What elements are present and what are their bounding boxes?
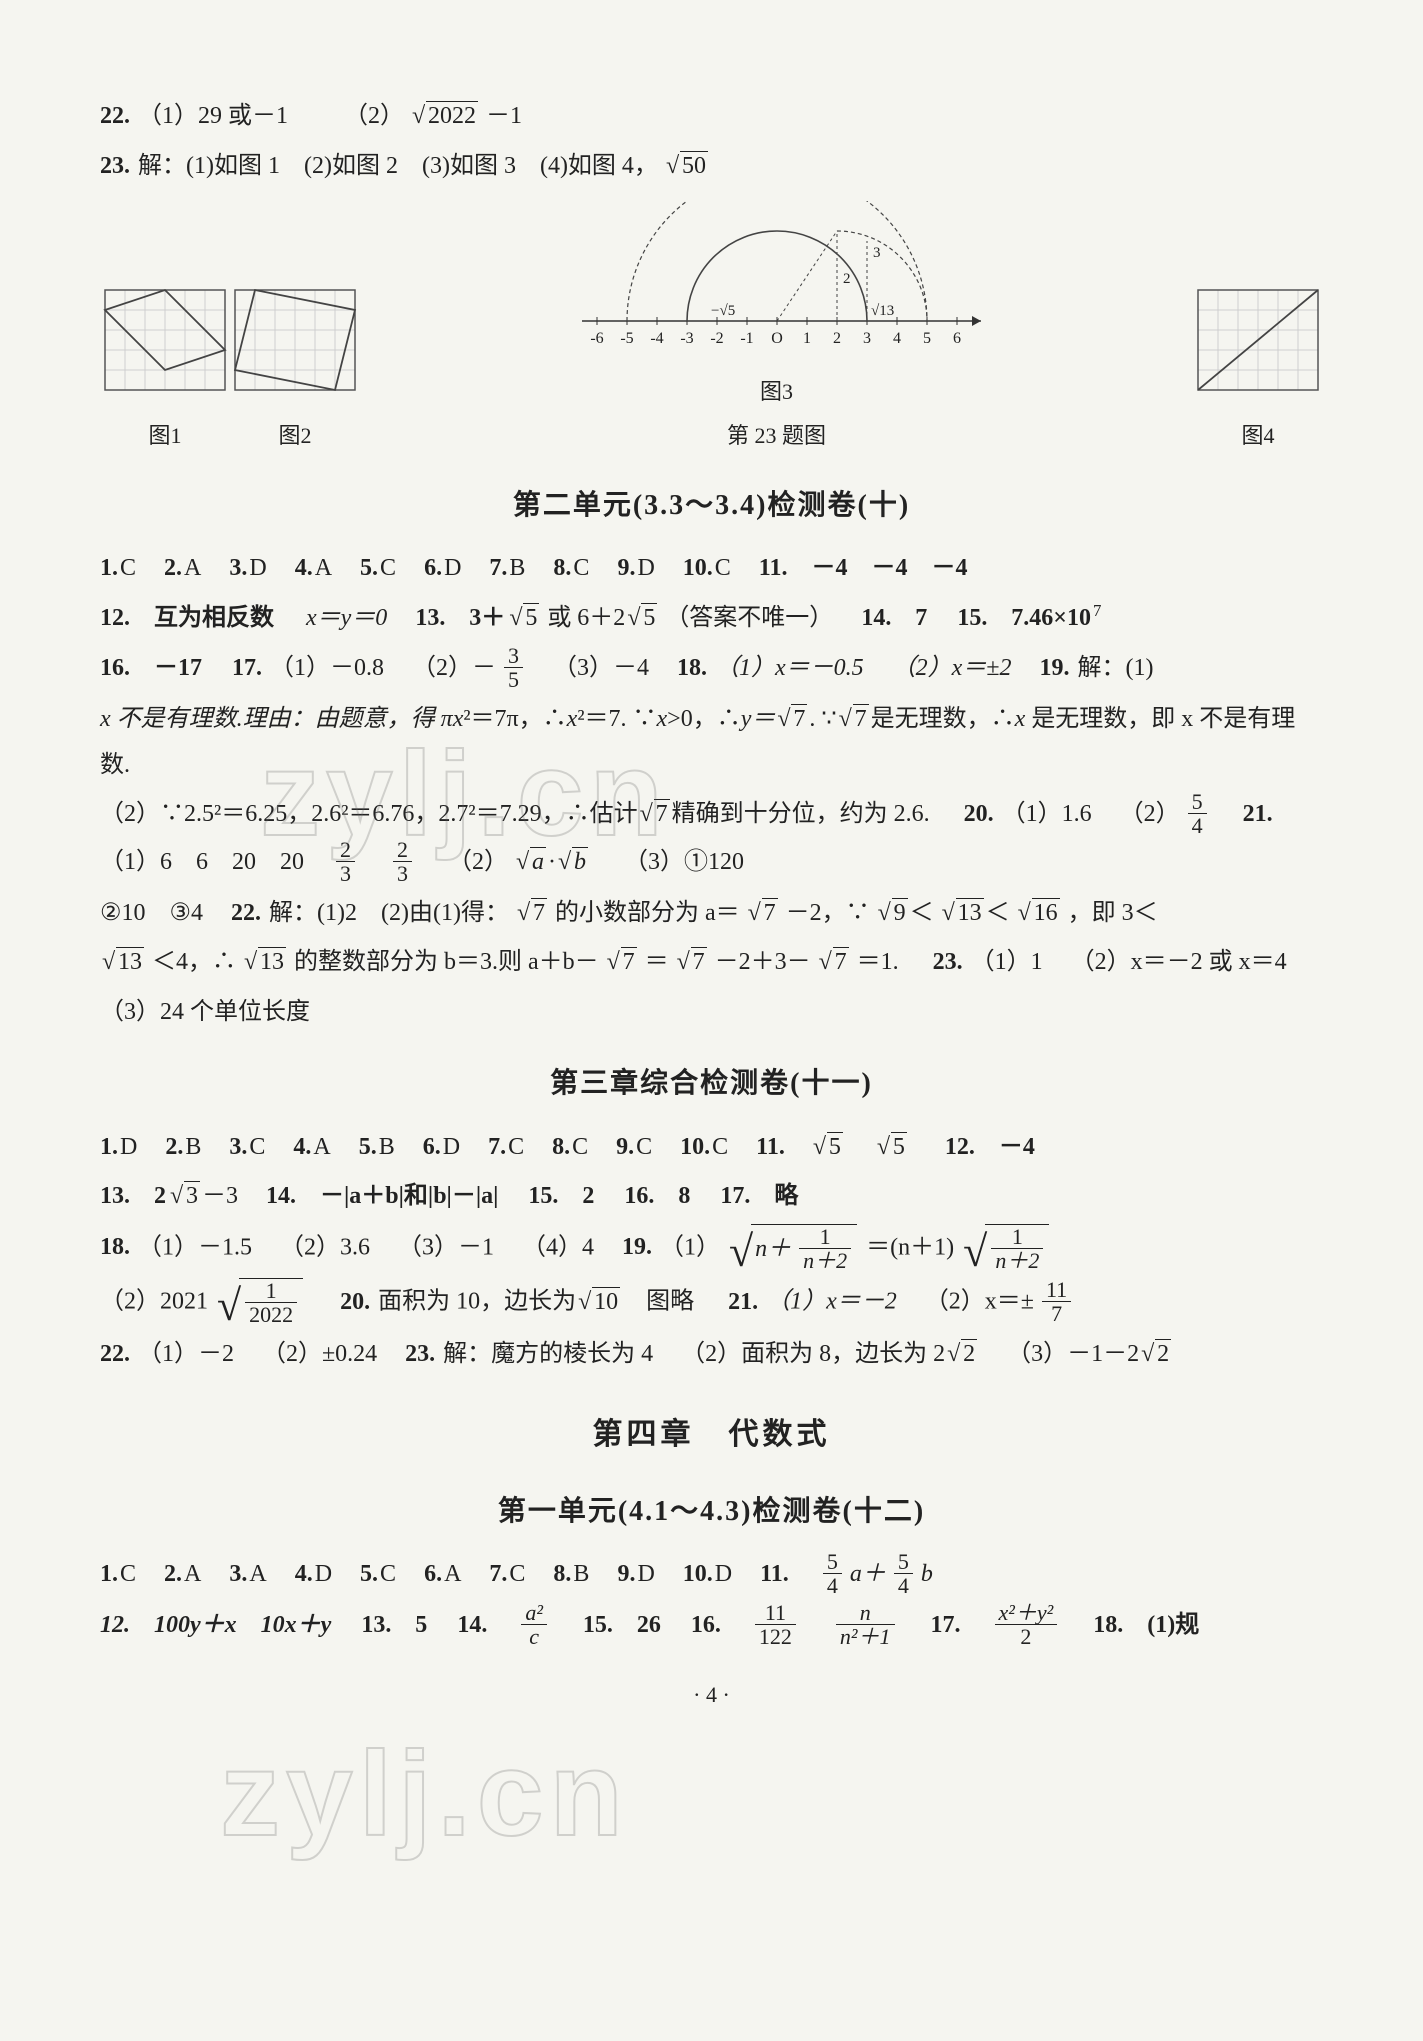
svg-text:5: 5: [923, 330, 931, 347]
sec10-mc-line: 1.C 2.A 3.D 4.A 5.C 6.D 7.B 8.C 9.D 10.C…: [100, 546, 1323, 592]
sqrt-2022: 2022: [412, 94, 478, 140]
fig3-sub: 第 23 题图: [360, 415, 1193, 457]
svg-text:-3: -3: [680, 330, 693, 347]
svg-text:-2: -2: [710, 330, 723, 347]
fig3-cell: -6 -5 -4 -3 -2 -1 O 1 2 3 4 5 6 −√5 √13 2 3 图3 第 23 题图: [360, 201, 1193, 456]
svg-text:−√5: −√5: [711, 303, 735, 319]
figure-row: 图1 图2 -6 -5 -4 -3 -2 -1 O 1 2 3 4 5 6 −√5 √13 2 3 图3 第 2…: [100, 201, 1323, 456]
q23-lead: 解：(1)如图 1 (2)如图 2 (3)如图 3 (4)如图 4，: [138, 153, 658, 179]
sqrt-big-2: √ 1n＋2: [963, 1224, 1049, 1274]
sec10-q21-q22: ②10 ③4 22. 解：(1)2 (2)由(1)得： 7 的小数部分为 a＝ …: [100, 891, 1323, 937]
sec10-q19-body2: （2）∵2.5²＝6.25，2.6²＝6.76，2.7²＝7.29，∴估计7精确…: [100, 792, 1323, 886]
sec10-q11: 11. －4 －4 －4: [759, 555, 968, 581]
sec10-title: 第二单元(3.3～3.4)检测卷(十): [100, 479, 1323, 532]
svg-text:2: 2: [843, 271, 851, 287]
page-number: · 4 ·: [100, 1674, 1323, 1716]
fig4-cell: 图4: [1193, 285, 1323, 457]
sec11-19p2-21: （2）2021 √ 12022 20. 面积为 10，边长为10 图略 21. …: [100, 1278, 1323, 1328]
svg-text:-6: -6: [590, 330, 603, 347]
sec10-q19-body1: x 不是有理数.理由：由题意，得 πx²＝7π，∴x²＝7. ∵x>0，∴y＝7…: [100, 697, 1323, 788]
q22-p1: （1）29 或－1: [138, 103, 288, 129]
fig2-svg: [230, 285, 360, 395]
q22-p2a: （2）: [344, 103, 404, 129]
sec11-22-23: 22. （1）－2 （2）±0.24 23. 解：魔方的棱长为 4 （2）面积为…: [100, 1332, 1323, 1378]
sec10-q23b-line2: （3）24 个单位长度: [100, 990, 1323, 1036]
sec11-title: 第三章综合检测卷(十一): [100, 1057, 1323, 1110]
sec11-13-17: 13. 23－3 14. －|a＋b|和|b|－|a| 15. 2 16. 8 …: [100, 1174, 1323, 1220]
fig1-cell: 图1: [100, 285, 230, 457]
fig3-svg: -6 -5 -4 -3 -2 -1 O 1 2 3 4 5 6 −√5 √13 2 3: [547, 201, 1007, 351]
fig4-caption: 图4: [1193, 415, 1323, 457]
sec11-mc: 1.D 2.B 3.C 4.A 5.B 6.D 7.C 8.C 9.C 10.C…: [100, 1125, 1323, 1171]
fig4-svg: [1193, 285, 1323, 395]
q23-label: 23.: [100, 153, 130, 179]
chapter4-title: 第四章 代数式: [100, 1406, 1323, 1463]
q23-line: 23. 解：(1)如图 1 (2)如图 2 (3)如图 3 (4)如图 4， 5…: [100, 144, 1323, 190]
svg-text:2: 2: [833, 330, 841, 347]
svg-text:O: O: [771, 330, 783, 347]
sqrt-big-3: √ 12022: [217, 1278, 303, 1328]
svg-text:3: 3: [863, 330, 871, 347]
svg-text:-1: -1: [740, 330, 753, 347]
sec11-18-19: 18. （1）－1.5 （2）3.6 （3）－1 （4）4 19. （1） √ …: [100, 1224, 1323, 1274]
page: 22. （1）29 或－1 （2） 2022 －1 23. 解：(1)如图 1 …: [0, 0, 1423, 2041]
fig1-svg: [100, 285, 230, 395]
svg-text:√13: √13: [871, 303, 894, 319]
q22-label: 22.: [100, 103, 130, 129]
sqrt-50: 50: [666, 144, 708, 190]
q22-p2b: －1: [486, 103, 522, 129]
fig1-caption: 图1: [100, 415, 230, 457]
sec10-16-19: 16. －17 17. （1）－0.8 （2）－ 35 （3）－4 18. （1…: [100, 646, 1323, 693]
sec12-12-18: 12. 100y＋x 10x＋y 13. 5 14. a²c 15. 26 16…: [100, 1603, 1323, 1650]
sec10-12-15: 12. 互为相反数 x＝y＝0 13. 3＋5 或 6＋25 （答案不唯一） 1…: [100, 595, 1323, 642]
svg-text:-4: -4: [650, 330, 663, 347]
svg-text:-5: -5: [620, 330, 633, 347]
svg-text:6: 6: [953, 330, 961, 347]
svg-text:4: 4: [893, 330, 901, 347]
sec10-q22-line2: 13 ＜4，∴ 13 的整数部分为 b＝3.则 a＋b－ 7 ＝ 7 －2＋3－…: [100, 940, 1323, 986]
q22-line: 22. （1）29 或－1 （2） 2022 －1: [100, 94, 1323, 140]
sec12-mc: 1.C 2.A 3.A 4.D 5.C 6.A 7.C 8.B 9.D 10.D…: [100, 1552, 1323, 1599]
fig2-cell: 图2: [230, 285, 360, 457]
sqrt-big-1: √ n＋ 1n＋2: [729, 1224, 857, 1274]
sec12-title: 第一单元(4.1～4.3)检测卷(十二): [100, 1485, 1323, 1538]
fig2-caption: 图2: [230, 415, 360, 457]
svg-text:1: 1: [803, 330, 811, 347]
svg-text:3: 3: [873, 245, 881, 261]
fig3-caption: 图3: [360, 371, 1193, 413]
